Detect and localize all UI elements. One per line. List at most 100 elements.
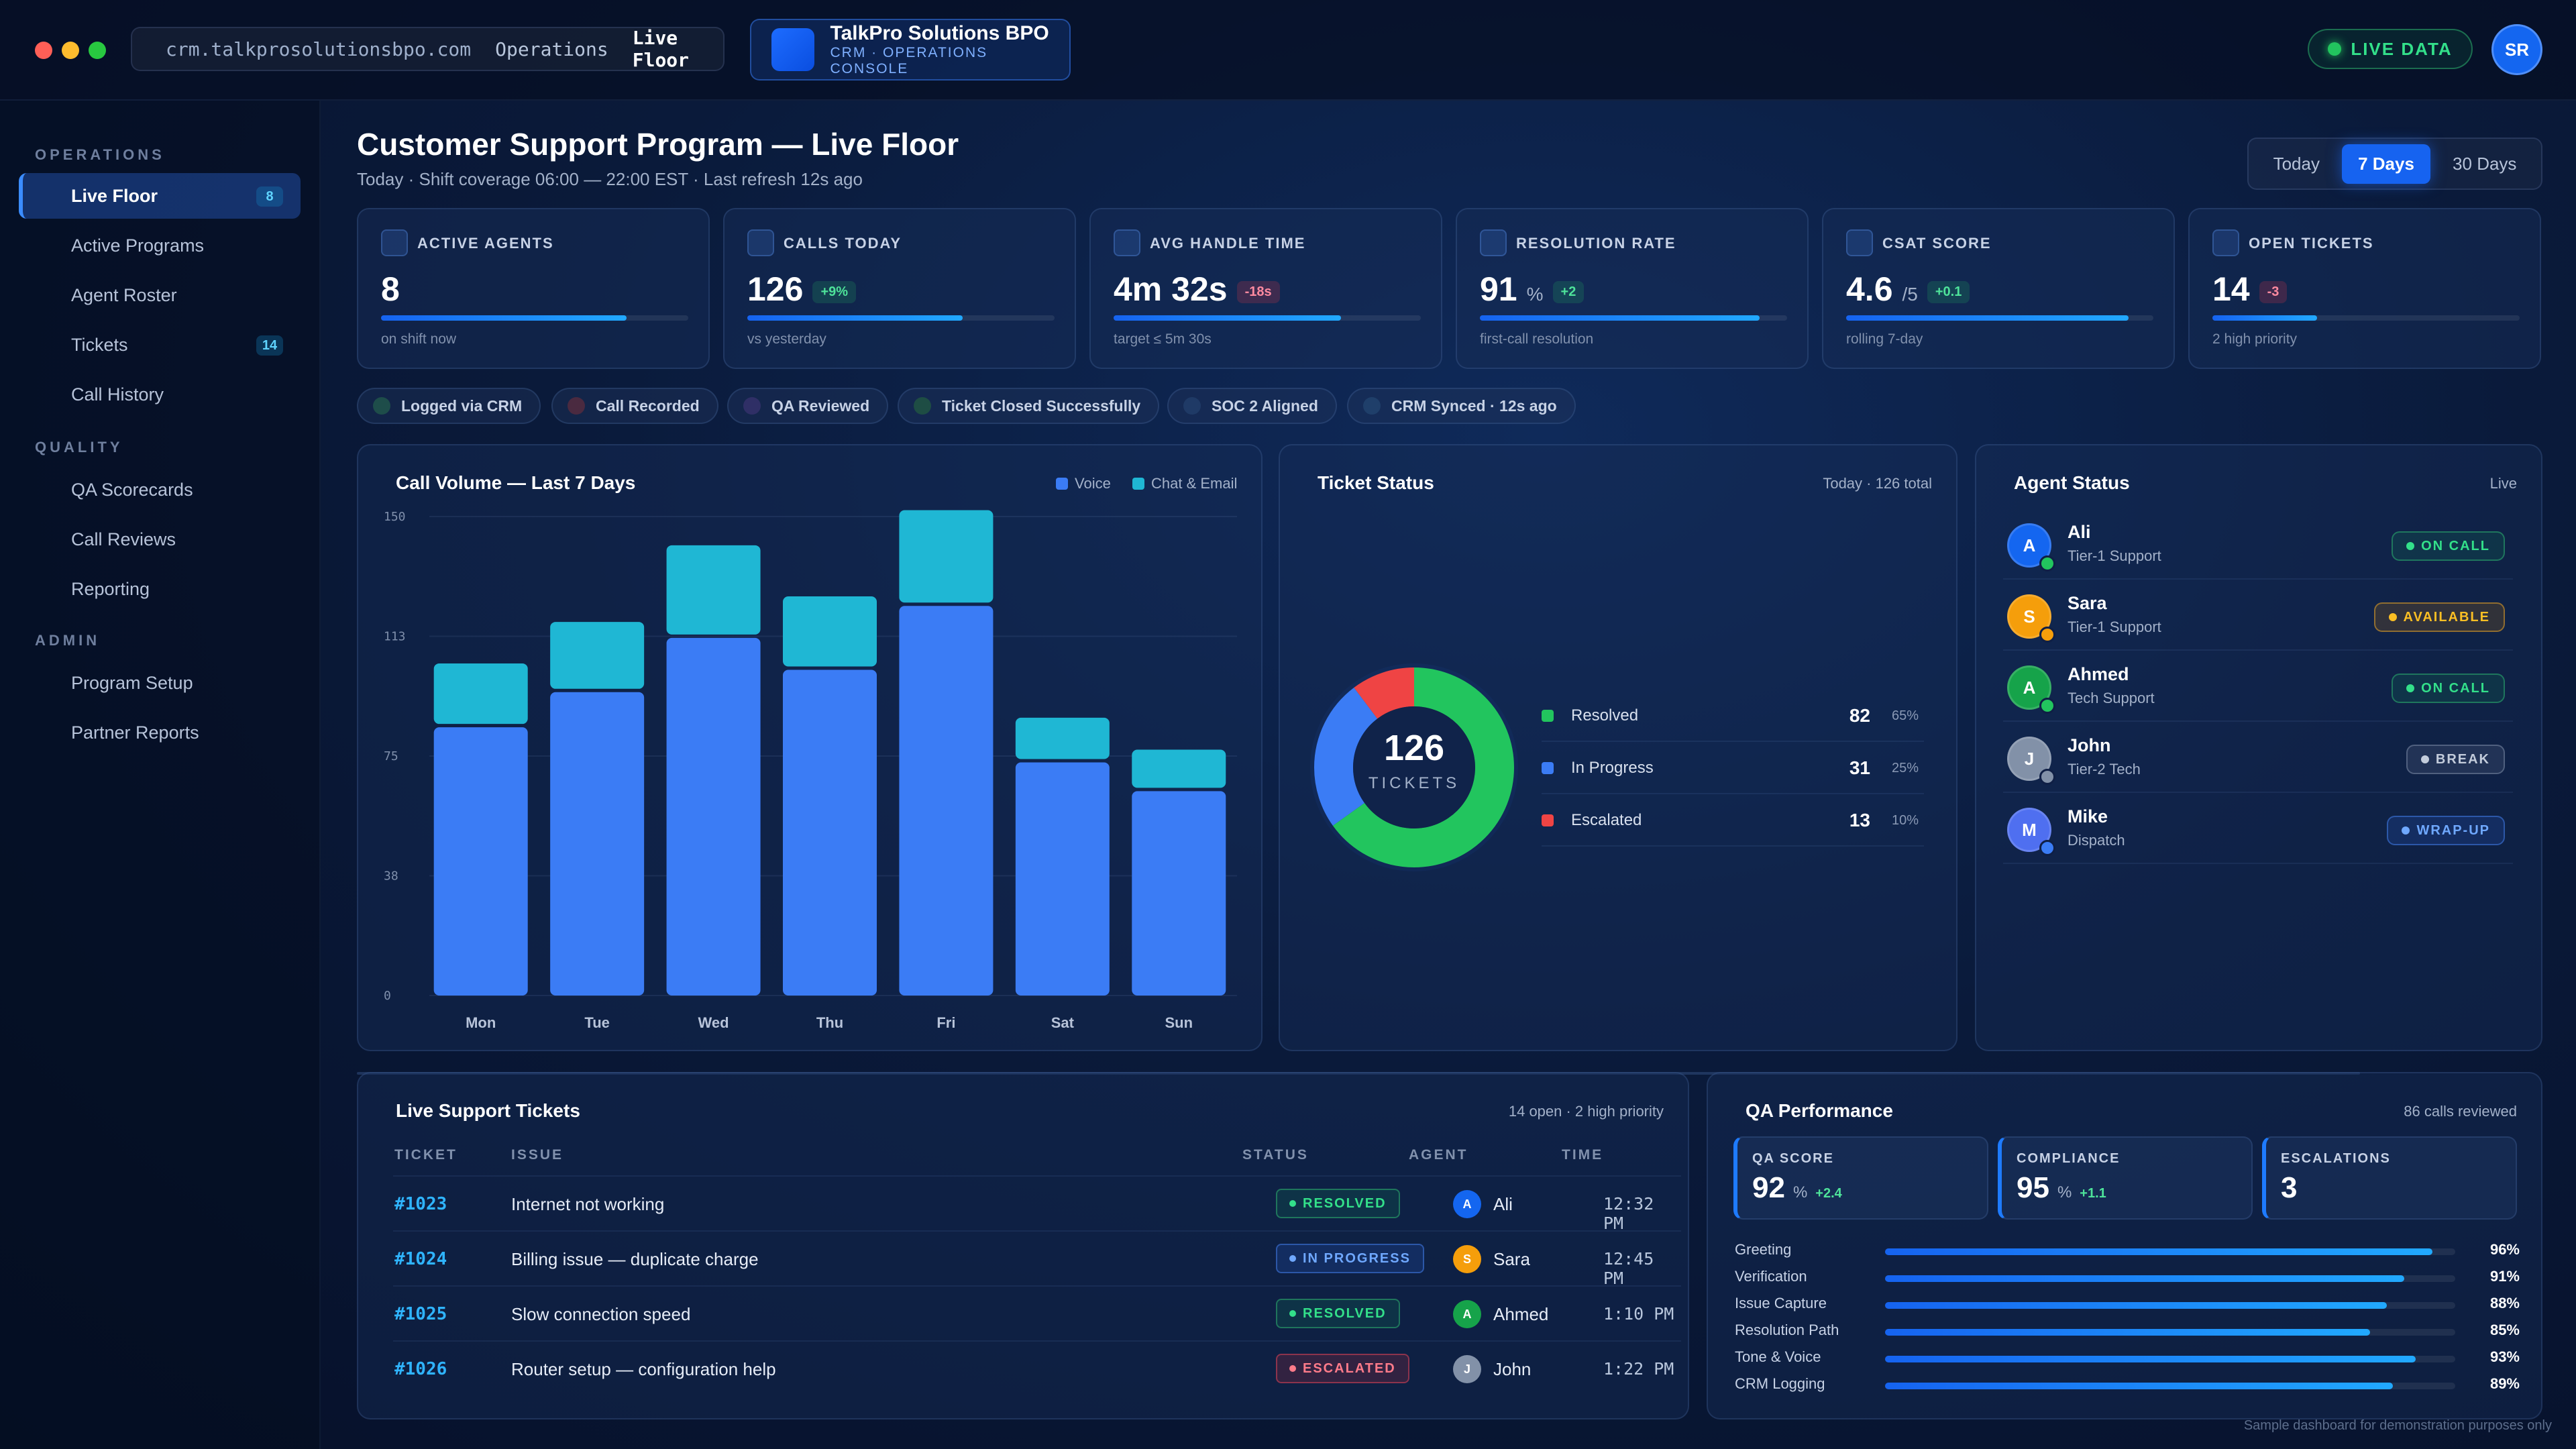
table-row[interactable]: #1025 Slow connection speed RESOLVED A Ahmed… <box>393 1285 1681 1340</box>
qa-metric-tone-voice: Tone & Voice 93% <box>1735 1344 2520 1371</box>
qa-card-qa-score[interactable]: QA SCORE 92% +2.4 <box>1733 1136 1988 1220</box>
chip-ticket-closed[interactable]: Ticket Closed Successfully <box>898 388 1160 424</box>
agent-status-label: ON CALL <box>2421 538 2490 553</box>
kpi-card-active-agents[interactable]: ACTIVE AGENTS 8 on shift now <box>357 208 710 369</box>
qa-metric-name: Verification <box>1735 1268 1807 1285</box>
bar-chat-email-fri[interactable] <box>899 510 994 603</box>
sidebar-item-label: Reporting <box>71 578 150 599</box>
sidebar-item-call-history[interactable]: Call History <box>19 372 301 417</box>
chip-call-recorded[interactable]: Call Recorded <box>551 388 718 424</box>
kpi-progress-bar <box>381 315 688 321</box>
agent-row-sara[interactable]: S Sara Tier-1 Support AVAILABLE <box>2003 581 2513 651</box>
table-row[interactable]: #1023 Internet not working RESOLVED A Ali 12:… <box>393 1175 1681 1233</box>
kpi-card-avg-handle-time[interactable]: AVG HANDLE TIME 4m 32s -18s target ≤ 5m 30s <box>1089 208 1442 369</box>
bar-chat-email-tue[interactable] <box>550 622 645 689</box>
sidebar-item-tickets[interactable]: Tickets 14 <box>19 322 301 368</box>
breadcrumb-live-floor[interactable]: Live Floor <box>632 27 690 71</box>
donut-center: 126 TICKETS <box>1307 727 1521 793</box>
kpi-label: CALLS TODAY <box>784 235 902 252</box>
ticket-status-donut <box>1310 663 1518 871</box>
ticket-id-link[interactable]: #1023 <box>394 1194 447 1214</box>
agent-row-mike[interactable]: M Mike Dispatch WRAP-UP <box>2003 794 2513 864</box>
column-header-status[interactable]: STATUS <box>1242 1147 1309 1163</box>
bar-voice-wed[interactable] <box>666 637 761 996</box>
address-bar[interactable]: crm.talkprosolutionsbpo.com Operations L… <box>131 27 724 71</box>
chip-label: Call Recorded <box>596 396 700 415</box>
sidebar-item-qa-scorecards[interactable]: QA Scorecards <box>19 467 301 513</box>
qa-metric-percent: 93% <box>2489 1348 2520 1365</box>
agent-status-label: BREAK <box>2435 751 2490 767</box>
kpi-card-resolution-rate[interactable]: RESOLUTION RATE 91% +2 first-call resolutio… <box>1456 208 1809 369</box>
sidebar-item-live-floor[interactable]: Live Floor 8 <box>19 173 301 219</box>
brand-block: TalkPro Solutions BPO CRM · OPERATIONS C… <box>750 19 1071 80</box>
column-header-issue[interactable]: ISSUE <box>511 1147 564 1163</box>
bar-chat-email-sat[interactable] <box>1015 717 1110 759</box>
column-header-time[interactable]: TIME <box>1562 1147 1604 1163</box>
column-header-agent[interactable]: AGENT <box>1409 1147 1468 1163</box>
bar-voice-fri[interactable] <box>899 606 994 996</box>
bar-voice-thu[interactable] <box>783 669 877 996</box>
column-header-ticket[interactable]: TICKET <box>394 1147 458 1163</box>
range-today-button[interactable]: Today <box>2273 153 2320 174</box>
status-dot-icon <box>1289 1200 1296 1207</box>
maximize-window-button[interactable] <box>89 42 106 59</box>
bar-voice-tue[interactable] <box>550 692 645 996</box>
ticket-id-link[interactable]: #1025 <box>394 1304 447 1324</box>
bar-chat-email-thu[interactable] <box>783 596 877 667</box>
legend-voice: Voice <box>1056 475 1111 492</box>
sidebar-item-partner-reports[interactable]: Partner Reports <box>19 710 301 755</box>
close-window-button[interactable] <box>35 42 52 59</box>
donut-slice-escalated[interactable] <box>1314 667 1514 867</box>
ticket-time: 12:45 PM <box>1603 1249 1654 1288</box>
user-avatar[interactable]: SR <box>2491 24 2542 75</box>
kpi-card-calls-today[interactable]: CALLS TODAY 126 +9% vs yesterday <box>723 208 1076 369</box>
agent-name: Mike <box>2068 806 2108 826</box>
sidebar-item-program-setup[interactable]: Program Setup <box>19 660 301 706</box>
kpi-card-csat-score[interactable]: CSAT SCORE 4.6/5 +0.1 rolling 7-day <box>1822 208 2175 369</box>
agent-row-ahmed[interactable]: A Ahmed Tech Support ON CALL <box>2003 652 2513 722</box>
agent-row-ali[interactable]: A Ali Tier-1 Support ON CALL <box>2003 510 2513 580</box>
qa-title: QA Performance <box>1746 1100 1893 1121</box>
ticket-id-link[interactable]: #1024 <box>394 1249 447 1269</box>
table-row[interactable]: #1026 Router setup — configuration help ES… <box>393 1340 1681 1395</box>
agent-status-badge: AVAILABLE <box>2373 602 2505 632</box>
bar-voice-mon[interactable] <box>433 727 528 996</box>
sidebar-item-call-reviews[interactable]: Call Reviews <box>19 517 301 562</box>
ticket-status-resolved[interactable]: Resolved 82 65% <box>1542 691 1924 742</box>
agent-status-title: Agent Status <box>2014 472 2130 493</box>
chip-crm-synced[interactable]: CRM Synced · 12s ago <box>1347 388 1576 424</box>
donut-slice-in-progress[interactable] <box>1314 667 1514 867</box>
qa-card-compliance[interactable]: COMPLIANCE 95% +1.1 <box>1998 1136 2253 1220</box>
range-30days-button[interactable]: 30 Days <box>2453 153 2517 174</box>
chip-soc2-aligned[interactable]: SOC 2 Aligned <box>1167 388 1337 424</box>
ticket-id-link[interactable]: #1026 <box>394 1359 447 1379</box>
qa-card-escalations[interactable]: ESCALATIONS 3 <box>2262 1136 2517 1220</box>
ticket-status-in-progress[interactable]: In Progress 31 25% <box>1542 743 1924 794</box>
qa-metric-name: Issue Capture <box>1735 1295 1827 1311</box>
bar-chat-email-sun[interactable] <box>1132 749 1226 788</box>
chip-logged-via-crm[interactable]: Logged via CRM <box>357 388 541 424</box>
sidebar-item-agent-roster[interactable]: Agent Roster <box>19 272 301 318</box>
sidebar-item-label: Active Programs <box>71 235 205 256</box>
live-data-badge[interactable]: LIVE DATA <box>2308 29 2473 69</box>
kpi-card-open-tickets[interactable]: OPEN TICKETS 14 -3 2 high priority <box>2188 208 2541 369</box>
agent-row-john[interactable]: J John Tier-2 Tech BREAK <box>2003 723 2513 793</box>
agent-status-panel: Agent Status Live A Ali Tier-1 Support ON C… <box>1975 444 2542 1051</box>
ticket-status-escalated[interactable]: Escalated 13 10% <box>1542 796 1924 847</box>
y-tick-label: 113 <box>384 630 406 644</box>
table-row[interactable]: #1024 Billing issue — duplicate charge IN … <box>393 1230 1681 1288</box>
status-dot-icon <box>1289 1255 1296 1262</box>
legend-swatch <box>1542 814 1554 826</box>
sidebar-item-reporting[interactable]: Reporting <box>19 566 301 612</box>
sidebar-item-active-programs[interactable]: Active Programs <box>19 223 301 268</box>
bar-chat-email-mon[interactable] <box>433 663 528 724</box>
minimize-window-button[interactable] <box>62 42 79 59</box>
breadcrumb-operations[interactable]: Operations <box>495 38 608 60</box>
ticket-status-badge: IN PROGRESS <box>1276 1244 1424 1273</box>
bar-voice-sun[interactable] <box>1132 791 1226 996</box>
bar-chat-email-wed[interactable] <box>666 545 761 635</box>
chip-qa-reviewed[interactable]: QA Reviewed <box>727 388 889 424</box>
donut-center-label: TICKETS <box>1368 774 1460 792</box>
bar-voice-sat[interactable] <box>1015 762 1110 996</box>
range-7days-button[interactable]: 7 Days <box>2342 144 2430 184</box>
